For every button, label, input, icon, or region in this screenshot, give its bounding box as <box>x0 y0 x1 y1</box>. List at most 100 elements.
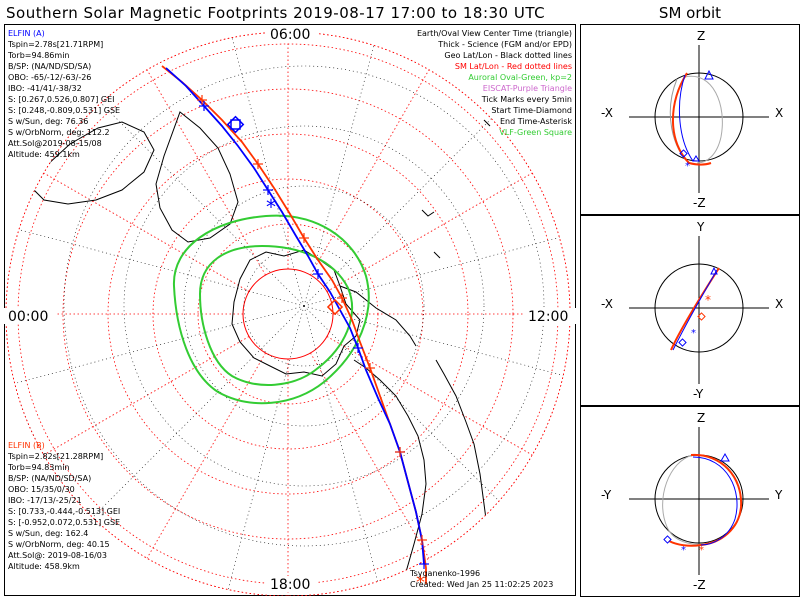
info-line: B/SP: (NA/ND/SD/SA) <box>8 474 91 483</box>
legend-item: Auroral Oval-Green, kp=2 <box>468 73 572 82</box>
info-line: S: [0.248,-0.809,0.531] GSE <box>8 106 120 115</box>
auroral-oval-inner <box>198 244 353 386</box>
elfin-a-orbit-back <box>662 454 710 545</box>
mlt-label-top: 06:00 <box>270 27 310 43</box>
elfin-b-track <box>161 65 427 584</box>
info-line: B/SP: (NA/ND/SD/SA) <box>8 62 91 71</box>
geo-lat-circle <box>243 245 365 367</box>
info-line: Tspin=2.78s[21.71RPM] <box>7 40 103 49</box>
africa-coast <box>155 111 239 243</box>
sm-lon-line <box>43 336 250 456</box>
mlt-label-bg-left <box>4 308 56 324</box>
sm-lon-line <box>326 172 533 292</box>
sm-lon-line <box>310 352 430 559</box>
elfin-b-info: ELFIN (B) Tspin=2.82s[21.28RPM] Torb=94.8… <box>7 441 120 571</box>
page-title: Southern Solar Magnetic Footprints 2019-… <box>6 4 546 22</box>
model-credit: Tsyganenko-1996 <box>409 569 480 578</box>
south-america-coast <box>353 359 427 596</box>
elfin-a-orbit <box>692 456 738 546</box>
view-center-triangle-a <box>704 69 714 80</box>
elfin-b-end-asterisk: * <box>699 545 704 556</box>
legend-item: Geo Lat/Lon - Black dotted lines <box>444 51 572 60</box>
elfin-a-start-diamond <box>663 535 672 544</box>
auroral-oval-outer <box>172 214 370 405</box>
orbit-panel-xz: Z -Z -X X * <box>580 24 800 215</box>
mlt-label-bottom: 18:00 <box>270 577 310 593</box>
legend-item: EISCAT-Purple Triangle <box>483 84 572 93</box>
orbit-panel-yz: Z -Z -Y Y * * <box>580 406 800 597</box>
geo-lat-circle <box>63 65 545 547</box>
info-line: S w/Sun, deg: 76.36 <box>8 117 88 126</box>
view-center-triangle-a <box>720 452 730 462</box>
orbit-panel-xy-plot: Y -Y -X X * * <box>601 220 783 401</box>
elfin-a-orbit <box>678 74 694 162</box>
geo-lon-line <box>303 222 570 307</box>
geo-lon-line <box>77 79 305 307</box>
geo-lon-line <box>220 32 305 307</box>
mlt-label-bg-bottom <box>266 576 318 592</box>
legend-item: Earth/Oval View Center Time (triangle) <box>417 29 572 38</box>
orbit-panel-xy: Y -Y -X X * * <box>580 215 800 406</box>
footprint-map[interactable]: * * 06:00 00:00 12:00 18:00 Earth/Oval V… <box>4 24 576 596</box>
elfin-a-name: ELFIN (A) <box>8 29 45 38</box>
track-markers: * * <box>226 115 425 593</box>
info-line: S: [0.267,0.526,0.807] GEI <box>8 95 115 104</box>
axis-right-label: X <box>775 106 783 120</box>
info-line: Att.Sol@2019-08-15/08 <box>8 139 102 148</box>
mlt-label-bg-right <box>524 308 576 324</box>
orbit-panel-yz-plot: Z -Z -Y Y * * <box>601 411 783 592</box>
elfin-a-end-asterisk: * <box>681 545 686 556</box>
geo-lat-circle <box>123 125 485 487</box>
info-line: Torb=94.86min <box>7 51 69 60</box>
tick-marks <box>197 95 429 569</box>
geo-lon-line <box>303 79 531 307</box>
axis-bottom-label: -Z <box>693 196 706 210</box>
south-america-coast-2 <box>435 359 499 596</box>
axis-left-label: -X <box>601 297 613 311</box>
legend-item: SM Lat/Lon - Red dotted lines <box>455 62 572 71</box>
geo-lat-circle <box>183 185 425 427</box>
sm-lon-line <box>146 352 266 559</box>
geo-lon-line <box>220 305 305 596</box>
elfin-a-end-asterisk: * <box>691 328 696 339</box>
geo-lon-line <box>303 305 531 533</box>
info-line: IBO: -17/13/-25/21 <box>8 496 82 505</box>
info-line: S w/OrbNorm, deg: 112.2 <box>8 128 110 137</box>
legend: Earth/Oval View Center Time (triangle) Th… <box>417 29 572 137</box>
geo-lon-line <box>6 222 305 307</box>
elfin-b-orbit <box>668 453 743 547</box>
axis-left-label: -Y <box>601 488 612 502</box>
elfin-a-end-asterisk: * <box>266 195 276 219</box>
legend-item: Thick - Science (FGM and/or EPD) <box>437 40 572 49</box>
geo-lon-line <box>303 305 388 596</box>
elfin-b-start-diamond <box>697 312 706 321</box>
axis-right-label: X <box>775 297 783 311</box>
info-line: S: [-0.952,0.072,0.531] GSE <box>8 518 120 527</box>
antarctic-peninsula <box>339 285 417 347</box>
sm-lon-line <box>310 69 430 276</box>
info-line: Altitude: 458.9km <box>8 562 80 571</box>
elfin-b-end-asterisk: * <box>705 293 711 307</box>
info-line: Tspin=2.82s[21.28RPM] <box>7 452 103 461</box>
elfin-b-name: ELFIN (B) <box>8 441 45 450</box>
sm-lon-line <box>326 336 533 456</box>
vlf-square <box>230 119 241 130</box>
legend-item: Tick Marks every 5min <box>481 95 572 104</box>
elfin-a-info: ELFIN (A) Tspin=2.78s[21.71RPM] Torb=94.8… <box>7 29 120 159</box>
elfin-b-orbit <box>671 72 712 166</box>
info-line: Att.Sol@: 2019-08-16/03 <box>8 551 107 560</box>
info-line: Torb=94.83min <box>7 463 69 472</box>
mlt-label-right: 12:00 <box>528 309 568 325</box>
geo-lon-line <box>77 305 305 533</box>
elfin-b-end-asterisk: * <box>416 572 425 593</box>
axis-top-label: Z <box>697 411 705 425</box>
elfin-a-orbit-back <box>684 75 723 164</box>
info-line: S w/OrbNorm, deg: 40.15 <box>8 540 110 549</box>
elfin-a-start-diamond <box>678 338 687 347</box>
info-line: IBO: -41/41/-38/32 <box>8 84 82 93</box>
info-line: S: [0.733,-0.444,-0.513] GEI <box>8 507 120 516</box>
created-timestamp: Created: Wed Jan 25 11:02:25 2023 <box>410 580 553 589</box>
islands-coast <box>421 119 491 259</box>
axis-top-label: Z <box>697 29 705 43</box>
info-line: Altitude: 459.1km <box>8 150 80 159</box>
